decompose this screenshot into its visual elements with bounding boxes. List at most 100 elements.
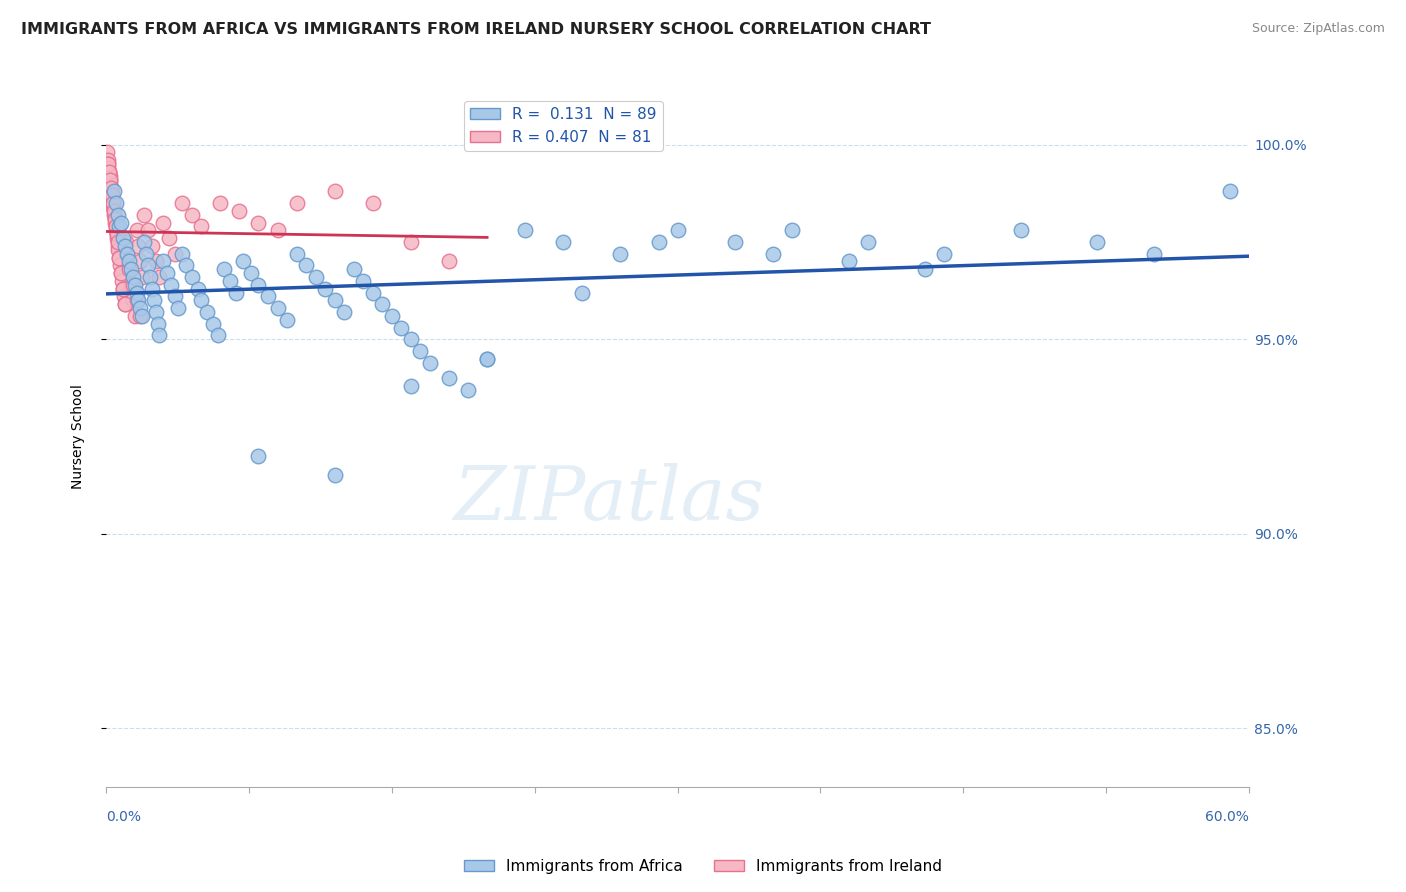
Point xyxy=(121,293,143,308)
Point xyxy=(323,468,346,483)
Point xyxy=(304,270,326,285)
Point xyxy=(115,246,138,260)
Point xyxy=(856,235,879,249)
Point xyxy=(314,282,336,296)
Point xyxy=(101,196,124,211)
Point xyxy=(475,351,498,366)
Point xyxy=(104,211,127,226)
Point xyxy=(136,258,159,272)
Point xyxy=(121,270,143,285)
Y-axis label: Nursery School: Nursery School xyxy=(72,384,86,489)
Point xyxy=(333,305,356,319)
Point xyxy=(152,254,174,268)
Point xyxy=(399,379,422,393)
Point xyxy=(118,262,141,277)
Point xyxy=(571,285,593,300)
Point xyxy=(100,180,122,194)
Point xyxy=(247,215,270,229)
Point xyxy=(145,305,167,319)
Point xyxy=(97,153,120,168)
Point xyxy=(108,251,131,265)
Point xyxy=(115,235,138,249)
Point xyxy=(934,246,956,260)
Point xyxy=(152,215,174,229)
Point xyxy=(112,289,135,303)
Point xyxy=(118,254,141,268)
Point xyxy=(609,246,631,260)
Point xyxy=(112,282,135,296)
Point xyxy=(724,235,747,249)
Point xyxy=(239,266,262,280)
Point xyxy=(174,258,197,272)
Point xyxy=(103,200,125,214)
Point xyxy=(107,235,129,249)
Point xyxy=(112,231,135,245)
Point xyxy=(207,328,229,343)
Point xyxy=(352,274,374,288)
Point xyxy=(105,227,128,242)
Point xyxy=(167,301,190,315)
Text: ZIPatlas: ZIPatlas xyxy=(454,463,765,536)
Point xyxy=(104,219,127,234)
Point xyxy=(108,251,131,265)
Point xyxy=(142,293,165,308)
Point xyxy=(228,203,250,218)
Point xyxy=(163,246,186,260)
Point xyxy=(276,312,298,326)
Point xyxy=(212,262,235,277)
Text: Source: ZipAtlas.com: Source: ZipAtlas.com xyxy=(1251,22,1385,36)
Point xyxy=(98,169,121,183)
Point xyxy=(97,157,120,171)
Point xyxy=(134,235,156,249)
Point xyxy=(553,235,575,249)
Point xyxy=(97,165,120,179)
Point xyxy=(100,185,122,199)
Point xyxy=(1010,223,1032,237)
Point xyxy=(323,293,346,308)
Point xyxy=(125,293,148,308)
Point xyxy=(180,208,202,222)
Point xyxy=(457,383,479,397)
Point xyxy=(105,227,128,242)
Point xyxy=(104,211,127,226)
Point xyxy=(98,172,121,186)
Point xyxy=(110,258,132,272)
Point xyxy=(343,262,366,277)
Point xyxy=(124,309,146,323)
Point xyxy=(101,192,124,206)
Point xyxy=(107,208,129,222)
Point xyxy=(437,254,460,268)
Point xyxy=(105,231,128,245)
Point xyxy=(127,239,149,253)
Point xyxy=(914,262,936,277)
Point xyxy=(437,371,460,385)
Point xyxy=(285,246,308,260)
Point xyxy=(101,188,124,202)
Point xyxy=(118,262,141,277)
Point xyxy=(361,285,384,300)
Point xyxy=(190,219,212,234)
Point xyxy=(136,223,159,237)
Point xyxy=(120,277,142,292)
Point xyxy=(219,274,242,288)
Point xyxy=(186,282,208,296)
Point xyxy=(172,246,194,260)
Point xyxy=(838,254,860,268)
Point xyxy=(266,301,288,315)
Point xyxy=(209,196,232,211)
Point xyxy=(156,266,179,280)
Point xyxy=(381,309,404,323)
Point xyxy=(160,277,183,292)
Point xyxy=(97,165,120,179)
Point xyxy=(399,235,422,249)
Point xyxy=(266,223,288,237)
Point xyxy=(107,239,129,253)
Point xyxy=(647,235,669,249)
Point xyxy=(141,282,163,296)
Point xyxy=(98,177,121,191)
Point xyxy=(139,270,162,285)
Point xyxy=(125,285,148,300)
Point xyxy=(1085,235,1108,249)
Point xyxy=(98,172,121,186)
Point xyxy=(100,180,122,194)
